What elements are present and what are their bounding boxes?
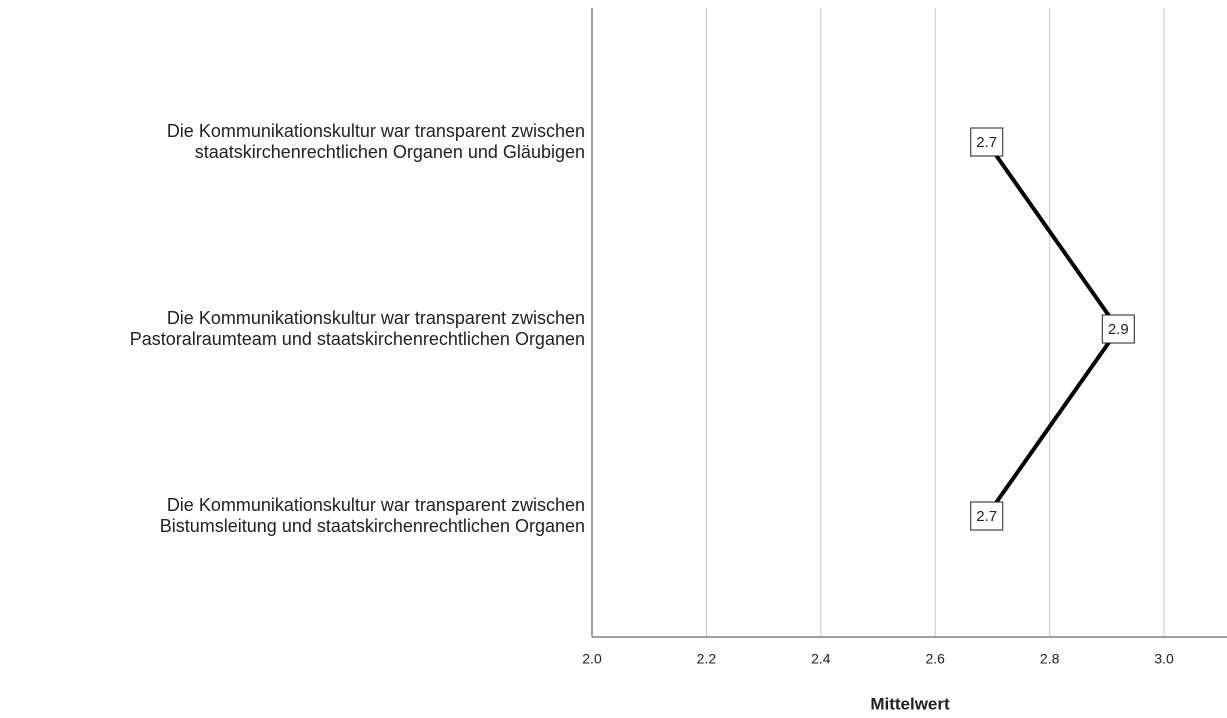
value-label-box xyxy=(970,501,1004,531)
value-label: 2.9 xyxy=(1108,321,1129,338)
y-tick-label: Die Kommunikationskultur war transparent… xyxy=(159,495,585,536)
value-label-box xyxy=(1101,314,1135,344)
line xyxy=(985,140,1121,518)
x-tick-label: 3.0 xyxy=(1154,651,1174,667)
x-tick-label: 2.4 xyxy=(811,651,831,667)
y-tick-label: Die Kommunikationskultur war transparent… xyxy=(129,308,585,349)
value-label: 2.7 xyxy=(976,134,997,151)
value-label-box xyxy=(970,127,1004,157)
x-tick-label: 2.8 xyxy=(1040,651,1060,667)
y-tick-label: Die Kommunikationskultur war transparent… xyxy=(166,121,585,162)
value-label: 2.7 xyxy=(976,508,997,525)
x-tick-label: 2.6 xyxy=(926,651,946,667)
x-tick-label: 2.0 xyxy=(582,651,602,667)
x-tick-label: 2.2 xyxy=(697,651,717,667)
x-axis-title: Mittelwert xyxy=(870,694,950,713)
